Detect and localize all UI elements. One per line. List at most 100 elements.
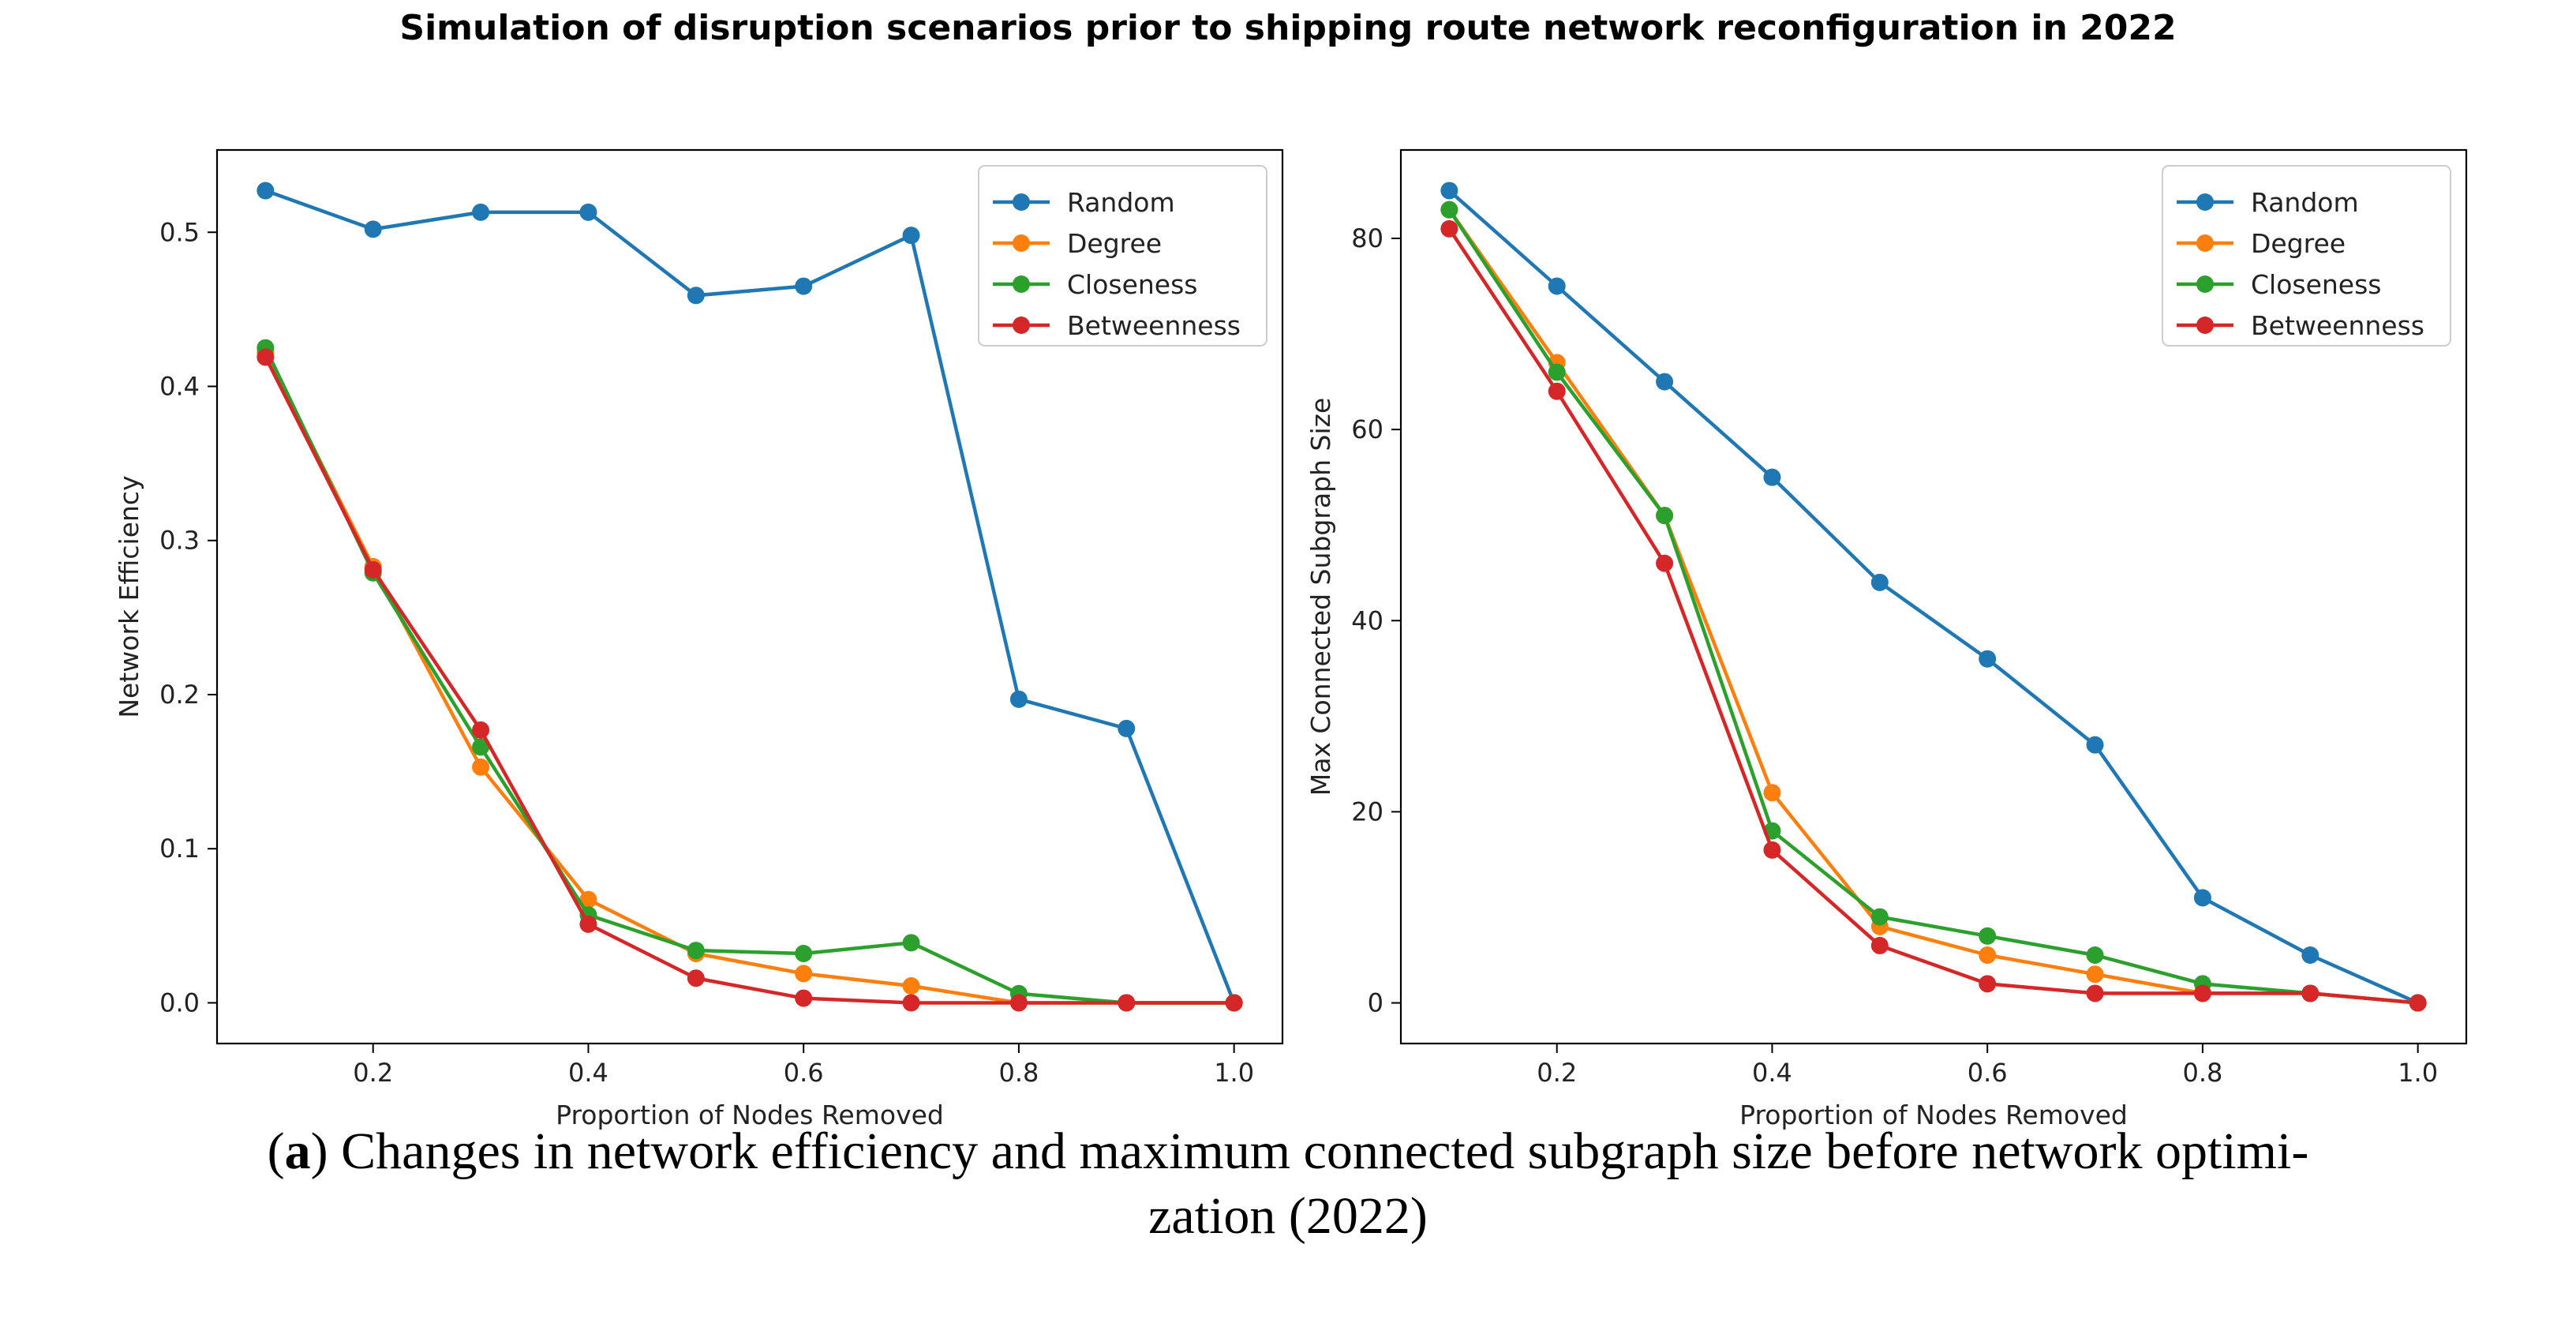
legend-label-betweenness: Betweenness <box>1067 310 1241 341</box>
legend-swatch-marker <box>1013 234 1030 252</box>
data-point-random <box>1118 719 1136 737</box>
legend-box <box>2162 165 2451 347</box>
data-point-betweenness <box>1979 975 1997 993</box>
data-point-closeness <box>1548 363 1566 381</box>
y-tick-label: 60 <box>1351 414 1383 444</box>
data-point-betweenness <box>364 560 382 579</box>
data-point-random <box>1009 690 1028 708</box>
figure-caption: (a) Changes in network efficiency and ma… <box>0 1119 2576 1249</box>
data-point-closeness <box>1870 908 1889 926</box>
data-point-random <box>364 220 382 238</box>
data-point-random <box>1656 373 1674 391</box>
legend-box <box>978 165 1267 347</box>
data-point-random <box>256 182 275 200</box>
series-betweenness <box>1440 219 2427 1012</box>
data-point-closeness <box>1440 200 1458 219</box>
data-point-degree <box>1763 784 1781 802</box>
data-point-random <box>1870 573 1889 591</box>
series-closeness <box>256 339 1243 1012</box>
data-point-betweenness <box>1009 994 1028 1012</box>
y-tick-label: 0 <box>1368 988 1383 1018</box>
data-point-betweenness <box>2193 984 2211 1002</box>
data-point-closeness <box>1979 927 1997 945</box>
series-line-degree <box>264 351 1234 1005</box>
legend-label-random: Random <box>1067 187 1175 218</box>
data-point-closeness <box>795 944 813 962</box>
data-point-closeness <box>2086 946 2104 965</box>
data-point-degree <box>902 976 920 995</box>
data-point-betweenness <box>2301 984 2320 1002</box>
data-point-random <box>1548 277 1566 295</box>
data-point-random <box>795 277 813 295</box>
x-tick-label: 0.6 <box>1968 1058 2008 1088</box>
data-point-betweenness <box>579 915 597 933</box>
data-point-random <box>2086 736 2104 754</box>
data-point-random <box>1979 650 1997 668</box>
data-point-betweenness <box>1225 994 1243 1012</box>
data-point-random <box>2301 946 2320 965</box>
series-line-closeness <box>264 347 1234 1005</box>
data-point-closeness <box>902 934 920 952</box>
caption-label: a <box>284 1122 311 1180</box>
x-tick-label: 0.8 <box>998 1058 1039 1088</box>
data-point-random <box>579 203 597 221</box>
legend-label-closeness: Closeness <box>2251 269 2382 300</box>
data-point-betweenness <box>902 994 920 1012</box>
data-point-degree <box>579 890 597 909</box>
series-line-betweenness <box>1447 227 2418 1005</box>
data-point-betweenness <box>2086 984 2104 1002</box>
y-tick-label: 0.4 <box>159 371 200 401</box>
data-point-betweenness <box>687 969 705 987</box>
caption-line-2: zation (2022) <box>1148 1187 1428 1245</box>
x-tick-label: 0.4 <box>568 1058 608 1088</box>
y-axis-label: Max Connected Subgraph Size <box>1305 398 1336 796</box>
data-point-degree <box>2086 965 2104 984</box>
data-point-closeness <box>687 942 705 960</box>
subgraph-size-chart: 0.2 0.4 0.6 0.8 1.0 0 20 40 60 80 Proportion of No… <box>1305 148 2468 1130</box>
series-random <box>256 182 1243 1012</box>
axes-frame <box>215 148 1284 1045</box>
series-degree <box>256 343 1243 1012</box>
legend-label-closeness: Closeness <box>1067 269 1198 300</box>
y-tick-label: 0.1 <box>159 834 200 864</box>
data-point-betweenness <box>256 348 275 366</box>
data-point-random <box>1440 182 1458 200</box>
data-point-betweenness <box>1118 994 1136 1012</box>
series-line-betweenness <box>264 356 1234 1005</box>
y-tick-label: 0.3 <box>159 526 200 556</box>
legend-swatch-marker <box>1013 275 1030 293</box>
caption-text-1: Changes in network efficiency and maximu… <box>341 1122 2309 1180</box>
data-point-betweenness <box>2409 994 2427 1012</box>
legend-swatch-marker <box>2196 275 2214 293</box>
series-line-closeness <box>1447 208 2418 1005</box>
data-point-random <box>687 287 705 305</box>
data-point-random <box>1763 468 1781 486</box>
data-point-betweenness <box>1656 554 1674 572</box>
data-point-betweenness <box>795 989 813 1007</box>
legend-swatch-marker <box>2196 317 2214 334</box>
caption-line-1: (a) Changes in network efficiency and ma… <box>267 1122 2309 1180</box>
legend-swatch-marker <box>1013 317 1030 334</box>
data-point-random <box>472 203 490 221</box>
data-point-betweenness <box>1763 841 1781 859</box>
data-point-degree <box>1979 946 1997 965</box>
y-tick-label: 0.5 <box>159 217 200 247</box>
x-axis-label: Proportion of Nodes Removed <box>556 1100 944 1130</box>
x-tick-label: 1.0 <box>2398 1058 2438 1088</box>
legend-label-degree: Degree <box>1067 228 1162 259</box>
series-line-random <box>264 189 1236 1004</box>
legend-label-random: Random <box>2251 187 2359 218</box>
legend: Random Degree Closeness Betweenness <box>978 165 1267 347</box>
series-betweenness <box>256 348 1243 1012</box>
y-tick-label: 0.2 <box>159 680 200 710</box>
legend-swatch-marker <box>2196 234 2214 252</box>
legend-swatch-marker <box>1013 193 1030 211</box>
x-tick-label: 1.0 <box>1214 1058 1254 1088</box>
data-point-betweenness <box>1870 936 1889 954</box>
data-point-closeness <box>472 738 490 756</box>
data-point-betweenness <box>1440 219 1458 238</box>
x-tick-label: 0.2 <box>1537 1058 1577 1088</box>
series-line-random <box>1447 189 2419 1005</box>
axes-frame <box>1399 148 2468 1045</box>
